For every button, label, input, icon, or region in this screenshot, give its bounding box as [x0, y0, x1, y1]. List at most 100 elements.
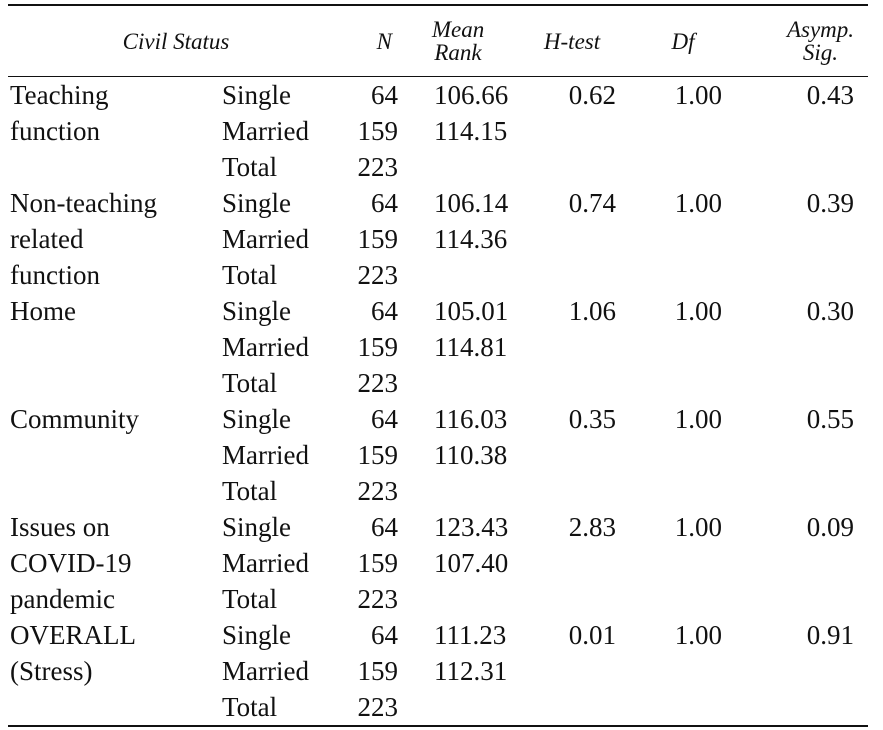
n-cell: 223: [357, 584, 399, 614]
n-cell: 159: [357, 116, 399, 146]
table-row: Total 223: [8, 473, 868, 509]
status-cell: Single: [222, 404, 292, 434]
h-test-cell: [514, 437, 630, 473]
table-row: Married 159 114.81: [8, 329, 868, 365]
n-cell: 64: [371, 296, 399, 326]
asymp-sig-cell: 0.30: [806, 296, 855, 326]
header-mean-rank-line2: Rank: [434, 40, 482, 65]
n-cell: 159: [357, 548, 399, 578]
status-cell: Single: [222, 296, 292, 326]
n-cell: 223: [344, 689, 403, 727]
h-test-cell: [514, 365, 630, 401]
h-test-cell: [514, 473, 630, 509]
status-cell: Total: [222, 584, 278, 614]
mean-rank-cell: 111.23: [434, 620, 507, 650]
status-cell: Single: [222, 620, 292, 650]
status-cell: Married: [222, 224, 309, 254]
table-row: Total 223: [8, 365, 868, 401]
mean-rank-cell: 105.01: [434, 296, 509, 326]
table-row: Married 159 110.38: [8, 437, 868, 473]
h-test-cell: 0.01: [568, 620, 617, 650]
variable-cell-teaching-function: Teaching: [10, 80, 109, 110]
n-cell: 64: [371, 80, 399, 110]
n-cell: 159: [357, 440, 399, 470]
h-test-cell: [514, 329, 630, 365]
asymp-sig-cell: [736, 149, 868, 185]
header-asymp-sig-line1: Asymp.: [786, 17, 855, 42]
mean-rank-cell: [402, 473, 514, 509]
table-row: pandemic Total 223: [8, 581, 868, 617]
df-cell: 1.00: [674, 620, 723, 650]
table-row: Home Single 64 105.01 1.06 1.00 0.30: [8, 293, 868, 329]
h-test-cell: [514, 221, 630, 257]
variable-cell-issues-on-covid-19-pandemic: COVID-19: [10, 548, 132, 578]
header-asymp-sig-line2: Sig.: [802, 40, 839, 65]
variable-cell-community: [8, 437, 216, 473]
mean-rank-cell: 116.03: [434, 404, 508, 434]
status-cell: Single: [222, 188, 292, 218]
h-test-cell: 0.74: [568, 188, 617, 218]
status-cell: Married: [222, 440, 309, 470]
df-cell: [630, 113, 736, 149]
df-cell: [630, 437, 736, 473]
header-n: N: [344, 4, 403, 77]
mean-rank-cell: 123.43: [434, 512, 509, 542]
h-test-cell: [514, 257, 630, 293]
asymp-sig-cell: [736, 113, 868, 149]
variable-cell-non-teaching-related-function: related: [10, 224, 84, 254]
n-cell: 223: [357, 476, 399, 506]
variable-cell-teaching-function: function: [10, 116, 100, 146]
mean-rank-cell: 114.15: [434, 116, 508, 146]
mean-rank-cell: 114.36: [434, 224, 508, 254]
asymp-sig-cell: 0.91: [806, 620, 855, 650]
df-cell: [630, 545, 736, 581]
n-cell: 159: [357, 332, 399, 362]
variable-cell-home: [8, 365, 216, 401]
header-h-test: H-test: [514, 4, 631, 77]
table-row: Teaching Single 64 106.66 0.62 1.00 0.43: [8, 77, 868, 114]
status-cell: Total: [222, 476, 278, 506]
df-cell: [630, 329, 736, 365]
asymp-sig-cell: [736, 365, 868, 401]
df-cell: [630, 689, 737, 727]
h-test-cell: 0.35: [568, 404, 617, 434]
asymp-sig-cell: 0.43: [806, 80, 855, 110]
variable-cell-overall-stress: [8, 689, 216, 727]
status-cell: Total: [216, 689, 345, 727]
h-test-cell: [514, 113, 630, 149]
asymp-sig-cell: 0.09: [806, 512, 855, 542]
mean-rank-cell: 110.38: [434, 440, 508, 470]
mean-rank-cell: [402, 581, 514, 617]
mean-rank-cell: 112.31: [434, 656, 508, 686]
variable-cell-overall-stress: OVERALL: [10, 620, 136, 650]
variable-cell-home: [8, 329, 216, 365]
variable-cell-issues-on-covid-19-pandemic: pandemic: [10, 584, 115, 614]
asymp-sig-cell: [736, 689, 869, 727]
kruskal-wallis-table: Civil Status N Mean Rank H-test Df Asymp…: [8, 4, 869, 727]
table-row: function Total 223: [8, 257, 868, 293]
header-asymp-sig: Asymp. Sig.: [736, 4, 869, 77]
status-cell: Married: [222, 332, 309, 362]
asymp-sig-cell: [736, 221, 868, 257]
variable-cell-issues-on-covid-19-pandemic: Issues on: [10, 512, 110, 542]
mean-rank-cell: [402, 365, 514, 401]
variable-cell-home: Home: [10, 296, 76, 326]
n-cell: 64: [371, 512, 399, 542]
n-cell: 223: [357, 368, 399, 398]
asymp-sig-cell: [736, 257, 868, 293]
df-cell: [630, 257, 736, 293]
variable-cell-overall-stress: (Stress): [10, 656, 93, 686]
h-test-cell: 0.62: [568, 80, 617, 110]
status-cell: Total: [222, 368, 278, 398]
table-row: Total 223: [8, 149, 868, 185]
variable-cell-non-teaching-related-function: function: [10, 260, 100, 290]
asymp-sig-cell: [736, 473, 868, 509]
n-cell: 159: [357, 656, 399, 686]
n-cell: 223: [357, 152, 399, 182]
asymp-sig-cell: 0.39: [806, 188, 855, 218]
mean-rank-cell: 106.14: [434, 188, 509, 218]
mean-rank-cell: [402, 149, 514, 185]
asymp-sig-cell: [736, 653, 868, 689]
df-cell: [630, 365, 736, 401]
status-cell: Single: [222, 80, 292, 110]
